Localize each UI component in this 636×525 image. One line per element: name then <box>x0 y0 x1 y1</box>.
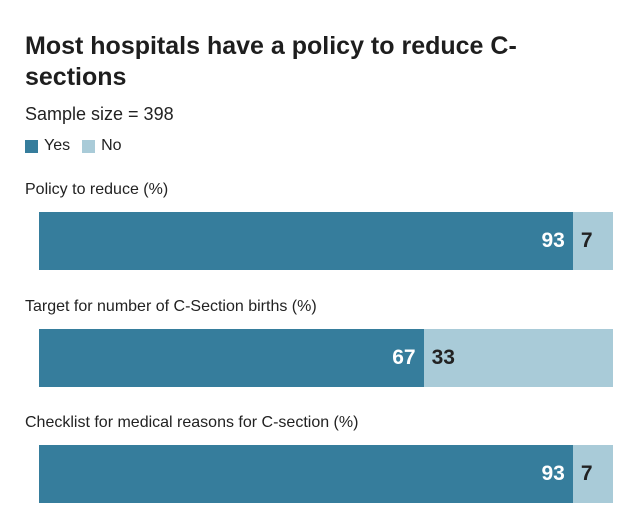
data-label-yes-checklist: 93 <box>541 462 565 485</box>
legend-item-yes: Yes <box>25 137 70 155</box>
bar-no-checklist: 7 <box>572 445 613 503</box>
legend-item-no: No <box>82 137 122 155</box>
bar-yes-checklist: 93 <box>39 445 573 503</box>
bar-row-target: 67 33 <box>39 329 613 387</box>
data-label-no-checklist: 7 <box>580 462 593 485</box>
bar-yes-target: 67 <box>39 329 424 387</box>
legend-label-yes: Yes <box>44 137 71 154</box>
bar-yes-policy: 93 <box>39 212 573 270</box>
legend-swatch-no <box>82 139 96 153</box>
legend: Yes No <box>25 137 134 155</box>
data-label-no-target: 33 <box>431 346 455 369</box>
bar-row-policy: 93 7 <box>39 212 613 270</box>
bar-row-checklist: 93 7 <box>39 445 613 503</box>
row-label-checklist: Checklist for medical reasons for C-sect… <box>25 414 359 431</box>
data-label-yes-policy: 93 <box>541 229 565 252</box>
row-label-target: Target for number of C-Section births (%… <box>25 298 317 315</box>
data-label-yes-target: 67 <box>392 346 416 369</box>
data-label-no-policy: 7 <box>580 229 593 252</box>
bar-no-target: 33 <box>423 329 613 387</box>
legend-swatch-yes <box>25 139 38 153</box>
legend-label-no: No <box>101 137 122 154</box>
chart-title: Most hospitals have a policy to reduce C… <box>25 32 517 91</box>
bar-no-policy: 7 <box>572 212 613 270</box>
chart-subtitle: Sample size = 398 <box>25 104 174 124</box>
row-label-policy: Policy to reduce (%) <box>25 181 169 198</box>
